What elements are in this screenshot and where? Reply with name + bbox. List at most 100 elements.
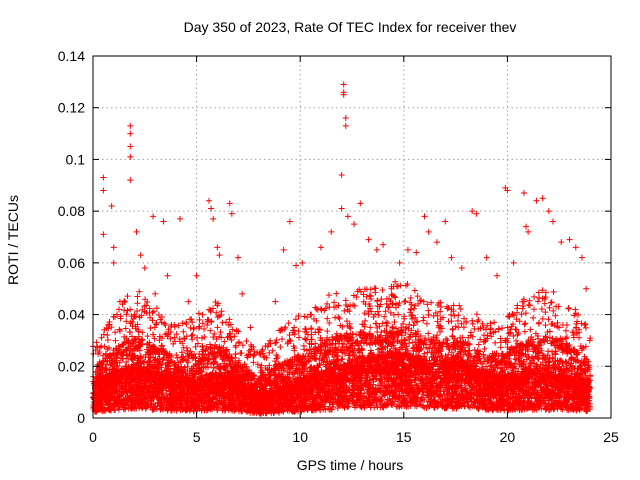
roti-point	[174, 355, 181, 362]
roti-point	[188, 332, 195, 339]
roti-point	[582, 324, 589, 331]
roti-point	[308, 325, 315, 332]
roti-point	[535, 289, 542, 296]
roti-point	[449, 333, 456, 340]
roti-point	[272, 340, 279, 347]
roti-point	[199, 311, 206, 318]
roti-point	[313, 306, 320, 313]
roti-point	[134, 307, 141, 314]
roti-point	[403, 343, 410, 350]
roti-point	[401, 298, 408, 305]
roti-point	[211, 330, 218, 337]
roti-point	[333, 290, 340, 297]
roti-point	[277, 343, 284, 350]
roti-point	[189, 336, 196, 343]
roti-point	[525, 301, 532, 308]
roti-point	[368, 308, 375, 315]
roti-point	[450, 302, 457, 309]
roti-point	[124, 293, 131, 300]
roti-point	[295, 334, 302, 341]
roti-point	[522, 320, 529, 327]
roti-point	[451, 312, 458, 319]
roti-point	[483, 363, 490, 370]
roti-point	[437, 316, 444, 323]
roti-point	[150, 331, 157, 338]
roti-point	[379, 286, 386, 293]
roti-point	[521, 328, 528, 335]
roti-point	[546, 334, 553, 341]
roti-point	[548, 340, 555, 347]
roti-point	[481, 345, 488, 352]
roti-point	[112, 337, 119, 344]
roti-point	[151, 335, 158, 342]
roti-point	[98, 334, 105, 341]
roti-point	[123, 318, 130, 325]
roti-point	[527, 326, 534, 333]
roti-point	[337, 322, 344, 329]
roti-point	[395, 311, 402, 318]
data-points	[90, 81, 594, 417]
roti-point	[122, 325, 129, 332]
roti-point	[98, 343, 105, 350]
roti-point	[531, 293, 538, 300]
roti-point	[325, 292, 332, 299]
roti-point	[534, 298, 541, 305]
roti-point	[562, 327, 569, 334]
roti-point	[411, 287, 418, 294]
roti-point	[372, 311, 379, 318]
roti-point	[389, 324, 396, 331]
roti-point	[304, 331, 311, 338]
roti-point	[581, 322, 588, 329]
roti-point	[196, 316, 203, 323]
roti-point	[324, 315, 331, 322]
roti-point	[481, 338, 488, 345]
roti-point	[173, 351, 180, 358]
roti-point	[271, 358, 278, 365]
roti-point	[214, 324, 221, 331]
roti-point	[402, 337, 409, 344]
roti-point	[221, 338, 228, 345]
chart-title: Day 350 of 2023, Rate Of TEC Index for r…	[184, 19, 517, 35]
roti-point	[505, 313, 512, 320]
roti-point	[279, 336, 286, 343]
roti-point	[180, 328, 187, 335]
roti-point	[332, 314, 339, 321]
roti-point	[153, 305, 160, 312]
roti-point	[201, 325, 208, 332]
roti-point	[116, 306, 123, 313]
roti-point	[375, 311, 382, 318]
roti-point	[161, 320, 168, 327]
roti-point	[207, 327, 214, 334]
roti-point	[407, 295, 414, 302]
roti-point	[548, 299, 555, 306]
roti-point	[219, 319, 226, 326]
roti-point	[116, 326, 123, 333]
roti-point	[199, 320, 206, 327]
roti-point	[303, 328, 310, 335]
roti-point	[187, 324, 194, 331]
roti-point	[350, 292, 357, 299]
roti-point	[335, 302, 342, 309]
roti-point	[243, 338, 250, 345]
roti-point	[269, 347, 276, 354]
roti-point	[134, 300, 141, 307]
roti-point	[384, 320, 391, 327]
roti-point	[454, 317, 461, 324]
roti-point	[425, 330, 432, 337]
roti-point	[518, 311, 525, 318]
roti-point	[162, 322, 169, 329]
roti-point	[324, 300, 331, 307]
roti-point	[531, 306, 538, 313]
roti-point	[582, 320, 589, 327]
roti-point	[139, 329, 146, 336]
roti-point	[367, 324, 374, 331]
roti-point	[204, 321, 211, 328]
roti-point	[389, 339, 396, 346]
roti-point	[286, 332, 293, 339]
roti-point	[539, 315, 546, 322]
roti-point	[473, 311, 480, 318]
roti-point	[195, 310, 202, 317]
roti-point	[460, 351, 467, 358]
roti-point	[542, 322, 549, 329]
